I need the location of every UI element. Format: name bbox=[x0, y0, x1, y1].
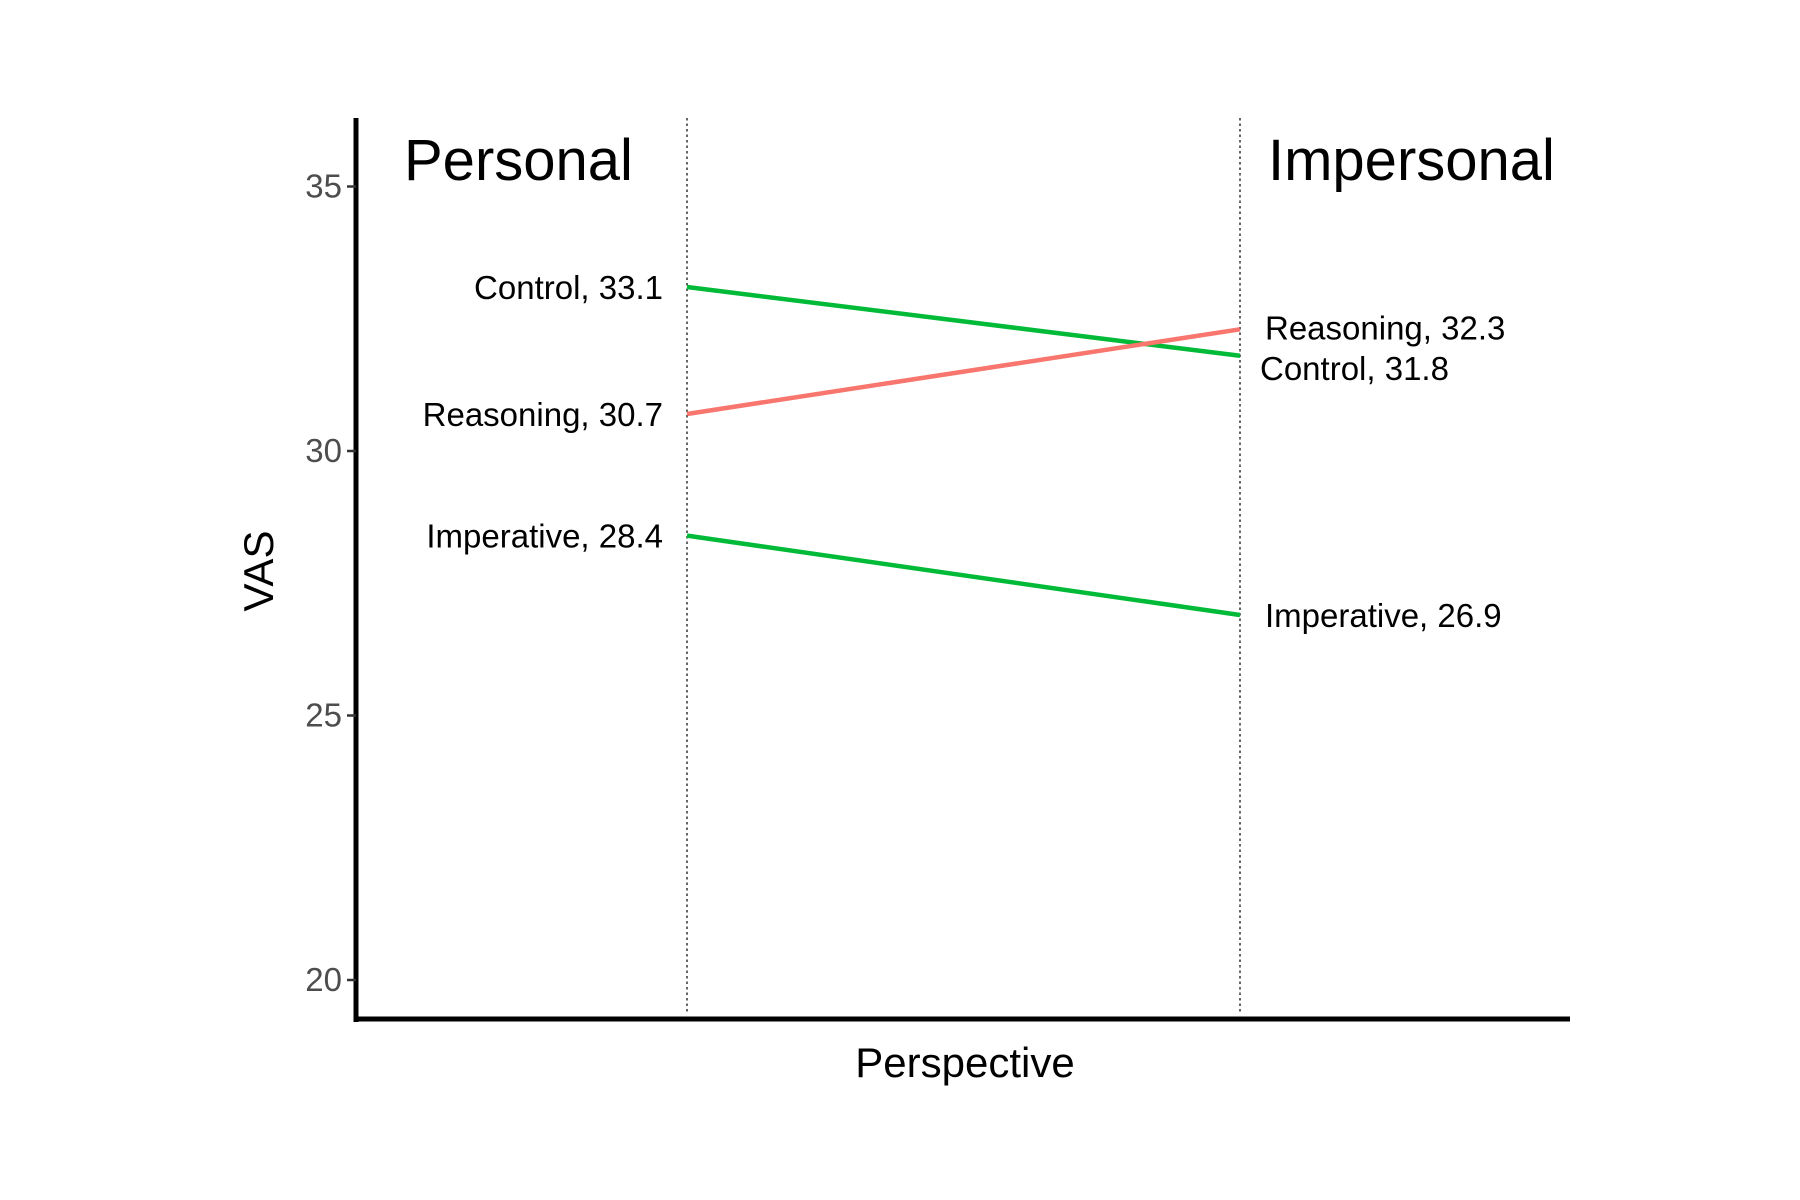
header-impersonal: Impersonal bbox=[1268, 128, 1555, 193]
series-line-imperative bbox=[686, 533, 1241, 618]
x-axis-title: Perspective bbox=[855, 1039, 1074, 1086]
y-tick-label-20: 20 bbox=[305, 961, 342, 998]
point-label-control-personal: Control, 33.1 bbox=[474, 269, 663, 306]
header-personal: Personal bbox=[404, 128, 633, 193]
point-label-reasoning-impersonal: Reasoning, 32.3 bbox=[1265, 309, 1505, 346]
point-label-control-impersonal: Control, 31.8 bbox=[1260, 350, 1449, 387]
y-tick-label-35: 35 bbox=[305, 168, 342, 205]
y-axis-title: VAS bbox=[235, 531, 282, 612]
series-line-control bbox=[686, 284, 1241, 359]
series-line-reasoning bbox=[686, 327, 1241, 417]
point-label-imperative-personal: Imperative, 28.4 bbox=[426, 518, 663, 555]
point-label-imperative-impersonal: Imperative, 26.9 bbox=[1265, 597, 1502, 634]
y-tick-label-30: 30 bbox=[305, 432, 342, 469]
point-label-reasoning-personal: Reasoning, 30.7 bbox=[423, 396, 663, 433]
y-tick-label-25: 25 bbox=[305, 697, 342, 734]
